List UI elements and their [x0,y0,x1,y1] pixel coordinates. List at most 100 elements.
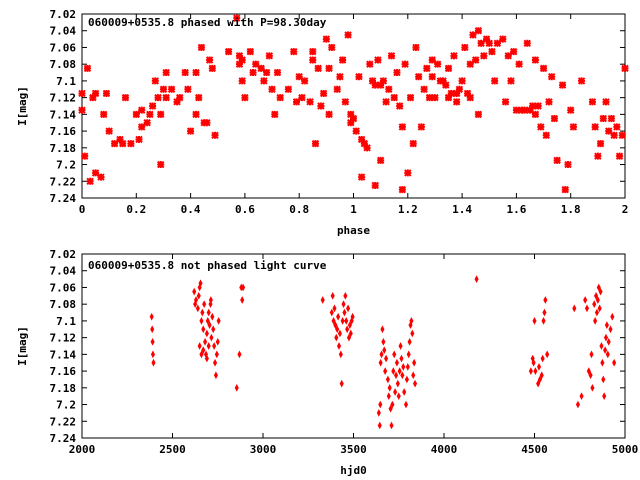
data-point [401,60,409,68]
y-tick-label: 7.18 [50,142,77,155]
data-point [237,350,242,359]
x-tick-label: 0 [79,203,86,216]
data-point [338,350,343,359]
data-point [150,337,155,346]
data-point [91,89,100,98]
data-point [328,43,336,52]
data-point [596,283,601,292]
y-tick-label: 7.18 [50,382,77,395]
data-point [602,98,610,106]
data-point [425,93,434,102]
data-point [212,342,217,350]
data-point [384,354,389,363]
data-point [433,60,442,68]
data-point [393,388,398,396]
data-point [395,379,400,388]
data-point [151,77,160,85]
data-point [357,173,366,181]
data-point [252,60,260,68]
data-point [371,181,379,190]
x-tick-label: 1.4 [452,203,472,216]
x-tick-label: 0.8 [289,203,309,216]
data-point [238,56,246,64]
data-point [512,106,521,114]
data-point [398,342,403,350]
y-tick-label: 7.24 [50,192,77,205]
data-point [536,363,542,371]
data-point [157,110,165,119]
data-point [246,47,255,56]
data-point [345,325,350,334]
data-point [391,367,396,375]
data-point [198,279,203,288]
data-point [149,312,154,321]
data-point [336,342,342,350]
y-tick-label: 7.2 [56,399,76,412]
data-point [401,363,406,371]
data-point [344,31,352,39]
data-point [341,98,350,106]
data-point [336,73,344,81]
data-point [329,308,334,317]
y-tick-label: 7.2 [56,159,76,172]
data-point [78,89,86,98]
data-point [488,47,496,56]
data-point [338,56,347,64]
data-point [203,337,208,346]
y-tick-label: 7.16 [50,125,77,138]
data-point [213,371,218,380]
data-point [601,375,606,384]
data-point [197,342,202,350]
data-point [444,93,453,102]
data-point [127,139,135,148]
data-point [349,114,358,123]
data-point [234,383,239,392]
data-point [212,358,218,367]
data-point [363,144,371,152]
data-point [406,93,415,102]
data-point [604,321,609,329]
data-point [374,56,382,64]
data-point [596,139,605,148]
y-tick-label: 7.04 [50,265,77,278]
data-point [249,68,257,77]
data-point [597,304,602,313]
data-point [390,400,395,409]
x-tick-label: 3000 [250,443,277,456]
data-point [386,392,391,401]
data-point [542,308,547,317]
data-point [110,139,119,148]
data-point [442,81,450,89]
data-point [366,60,374,68]
data-point [284,85,293,93]
data-point [404,169,412,177]
data-point [534,102,542,110]
data-point [330,291,335,300]
data-point [199,350,204,359]
data-point [314,64,322,73]
data-point [271,110,279,119]
y-tick-label: 7.22 [50,175,77,188]
phased-light-curve-panel: 0 0.2 0.4 0.6 0.8 1 1.2 1.4 1.6 1.8 2 7.02 7.04 7.06 7… [16,8,629,237]
data-point [444,64,453,73]
data-point [452,89,461,98]
x-tick-label: 5000 [612,443,639,456]
data-point [412,43,420,52]
data-point [214,350,219,359]
y-tick-label: 7.22 [50,415,77,428]
data-point [184,85,192,93]
data-point [584,304,590,313]
data-point [346,333,352,342]
data-point [376,409,381,417]
data-point [211,131,219,139]
data-point [205,317,210,325]
data-point [209,333,214,342]
unphased-chart-title: 060009+0535.8 not phased light curve [88,259,327,272]
data-point [202,300,207,309]
phased-chart-title: 060009+0535.8 phased with P=98.30day [88,16,327,29]
data-point [238,77,246,85]
data-point [423,64,431,73]
data-point [339,379,344,388]
data-point [615,152,624,160]
data-point [507,77,515,85]
